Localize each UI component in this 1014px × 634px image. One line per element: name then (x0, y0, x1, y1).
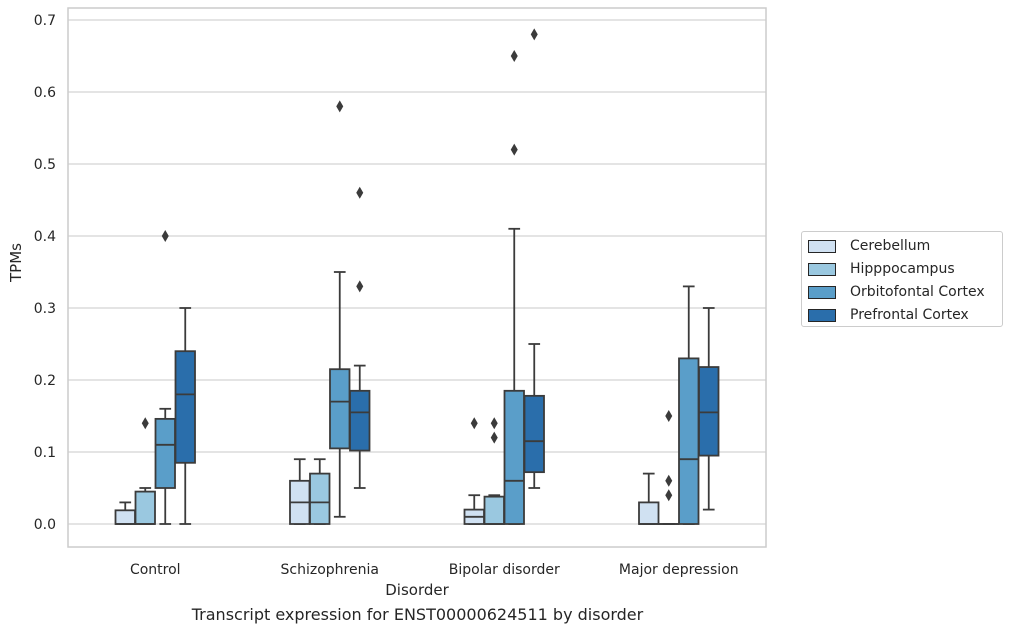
outlier-point (470, 417, 478, 430)
outlier-point (141, 417, 149, 430)
legend-swatch (808, 262, 836, 276)
box (483, 495, 505, 525)
x-tick-label: Major depression (619, 562, 739, 578)
legend-item: Cerebellum (808, 237, 930, 255)
outlier-point (665, 410, 673, 422)
outlier-point (665, 474, 673, 487)
y-tick-label: 0.6 (34, 85, 56, 101)
box (174, 350, 196, 464)
legend-item: Orbitofontal Cortex (808, 283, 985, 301)
box (503, 389, 525, 525)
legend-label: Cerebellum (850, 238, 931, 254)
legend-swatch (808, 285, 836, 299)
x-tick-label: Control (130, 562, 181, 578)
box (638, 501, 660, 525)
y-tick-label: 0.1 (34, 445, 56, 461)
x-tick-label: Bipolar disorder (449, 562, 560, 578)
y-tick-label: 0.0 (34, 517, 56, 533)
box (678, 357, 700, 525)
legend-item: Hipppocampus (808, 260, 955, 278)
box (114, 509, 136, 525)
y-tick-label: 0.7 (34, 13, 56, 29)
y-axis-label: TPMs (7, 243, 25, 283)
legend-label: Hipppocampus (850, 261, 955, 277)
box (523, 394, 545, 474)
y-tick-label: 0.2 (34, 373, 56, 389)
outlier-point (356, 280, 364, 293)
legend: Cerebellum Hipppocampus Orbitofontal Corte… (801, 231, 1003, 327)
box (349, 389, 371, 452)
box (309, 472, 331, 525)
legend-swatch (808, 308, 836, 322)
legend-item: Prefrontal Cortex (808, 306, 969, 324)
outlier-point (336, 100, 344, 113)
outlier-point (510, 143, 518, 156)
y-tick-label: 0.5 (34, 157, 56, 173)
x-axis-label: Disorder (385, 581, 449, 599)
outlier-point (530, 28, 538, 41)
outlier-point (490, 431, 498, 444)
y-tick-label: 0.3 (34, 301, 56, 317)
outlier-point (161, 230, 169, 242)
box (329, 368, 351, 450)
box (698, 366, 720, 457)
plot-frame (67, 7, 767, 548)
y-tick-label: 0.4 (34, 229, 56, 245)
legend-label: Orbitofontal Cortex (850, 284, 985, 300)
outlier-point (665, 489, 673, 502)
outlier-point (490, 417, 498, 430)
legend-label: Prefrontal Cortex (850, 307, 969, 323)
x-tick-label: Schizophrenia (281, 562, 379, 578)
box (134, 490, 156, 525)
legend-swatch (808, 239, 836, 253)
box (154, 417, 176, 489)
outlier-point (356, 186, 364, 199)
outlier-point (510, 50, 518, 62)
chart-caption: Transcript expression for ENST0000062451… (191, 605, 644, 624)
